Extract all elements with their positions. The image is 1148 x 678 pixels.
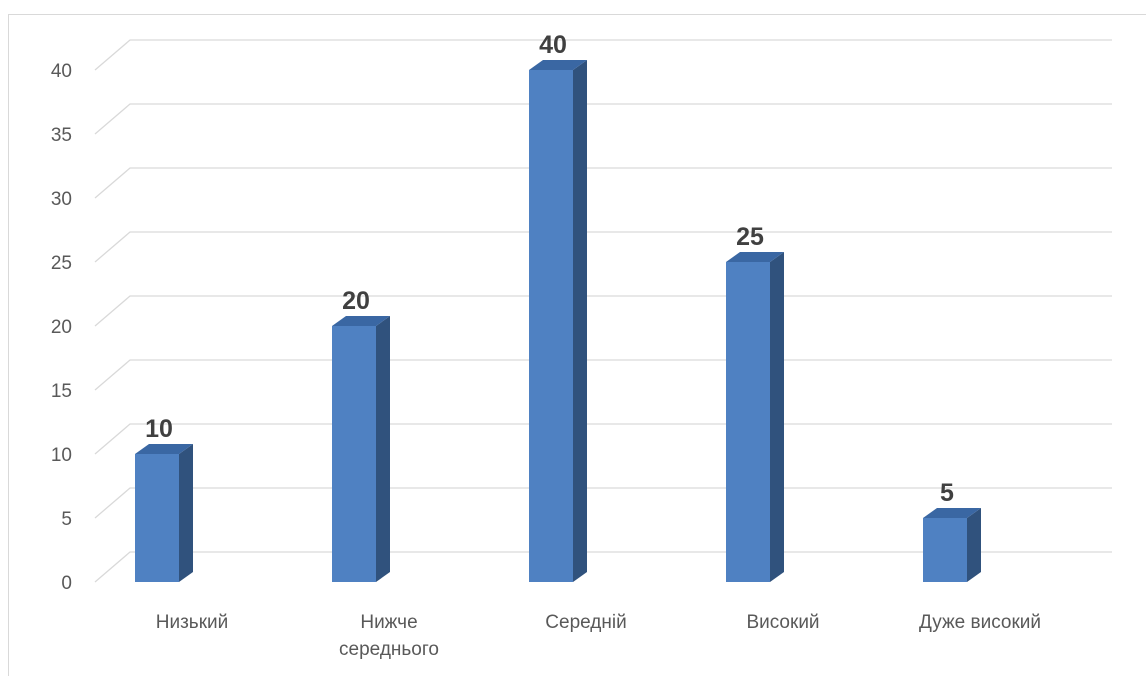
y-tick-label: 20: [51, 317, 72, 338]
y-tick-label: 5: [61, 509, 72, 530]
gridline: [94, 103, 1112, 135]
bar: [923, 508, 981, 582]
gridline: [94, 487, 1112, 519]
data-label: 40: [539, 31, 567, 59]
x-category-label: Низький: [156, 612, 228, 633]
bar: [332, 316, 390, 582]
y-axis-ticks: 0 5 10 15 20 25 30 35 40: [51, 61, 72, 594]
y-tick-label: 15: [51, 381, 72, 402]
bar-front: [332, 326, 376, 582]
gridline: [94, 359, 1112, 391]
y-tick-label: 10: [51, 445, 72, 466]
bar-front: [529, 70, 573, 582]
chart-frame: [8, 14, 1146, 676]
data-label: 20: [342, 287, 370, 315]
y-tick-label: 35: [51, 125, 72, 146]
bar-top: [135, 444, 193, 454]
x-category-label: Нижче середнього: [339, 612, 439, 660]
gridline: [94, 295, 1112, 327]
gridlines: [94, 39, 1112, 583]
x-category-label: Високий: [746, 612, 819, 633]
y-tick-label: 25: [51, 253, 72, 274]
bar: [726, 252, 784, 582]
x-category-label: Дуже високий: [919, 612, 1041, 633]
bar-side: [573, 60, 587, 582]
bar: [135, 444, 193, 582]
gridline: [94, 39, 1112, 71]
gridline: [94, 423, 1112, 455]
bar-front: [923, 518, 967, 582]
bar-top: [529, 60, 587, 70]
bar-top: [332, 316, 390, 326]
data-label: 25: [736, 223, 764, 251]
data-labels: 10 20 40 25 5: [145, 31, 954, 507]
bar-side: [376, 316, 390, 582]
bar-side: [770, 252, 784, 582]
gridline: [94, 231, 1112, 263]
x-axis-categories: Низький Нижче середнього Середній Високий Дуж…: [156, 612, 1041, 660]
bar-top: [923, 508, 981, 518]
bar-front: [135, 454, 179, 582]
data-label: 10: [145, 415, 173, 443]
x-category-label: Середній: [545, 612, 626, 633]
bar-top: [726, 252, 784, 262]
data-label: 5: [940, 479, 954, 507]
gridline: [94, 167, 1112, 199]
y-tick-label: 30: [51, 189, 72, 210]
gridline: [94, 551, 1112, 583]
y-tick-label: 0: [61, 573, 72, 594]
y-tick-label: 40: [51, 61, 72, 82]
bar: [529, 60, 587, 582]
bar-front: [726, 262, 770, 582]
bars: [135, 60, 981, 582]
bar-side: [179, 444, 193, 582]
bar-side: [967, 508, 981, 582]
